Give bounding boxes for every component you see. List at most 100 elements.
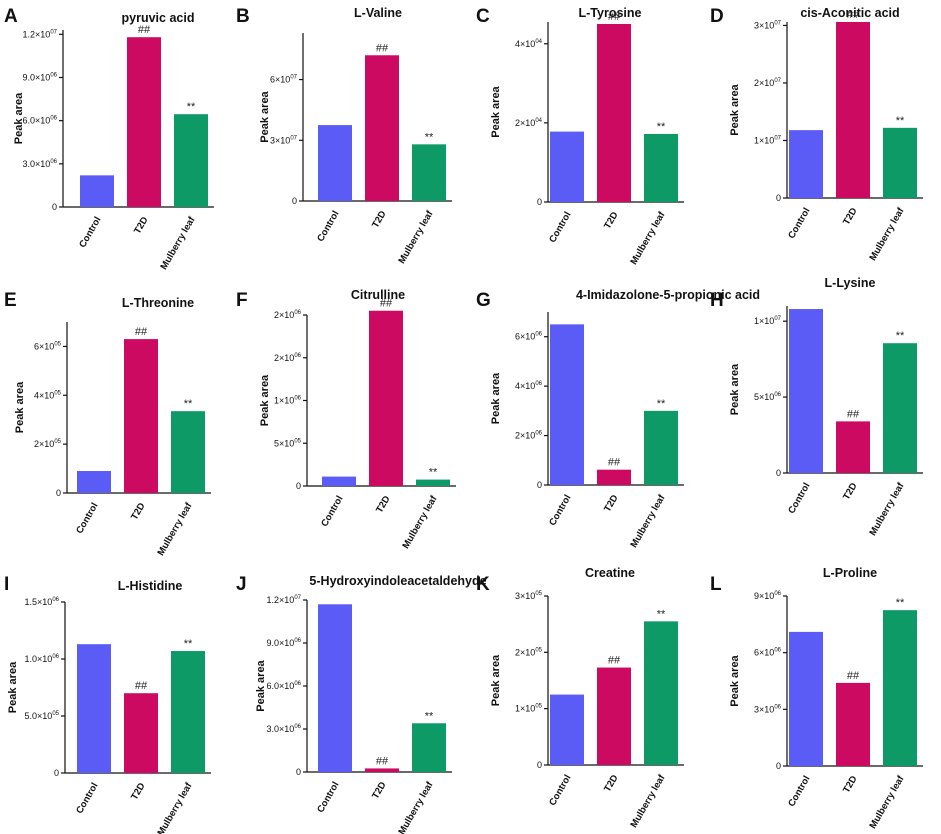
- tick-exponent: 06: [774, 392, 781, 398]
- significance-star: **: [896, 597, 905, 609]
- y-tick-label: 0: [776, 193, 781, 203]
- tick-exponent: 06: [52, 597, 59, 603]
- y-tick-label: 2×1005: [34, 439, 62, 449]
- y-tick-label: 0: [296, 481, 301, 491]
- tick-mantissa: 1×10: [754, 316, 774, 326]
- tick-exponent: 06: [50, 116, 57, 122]
- y-tick-label: 0: [537, 760, 542, 770]
- y-tick-label: 4×1004: [515, 39, 543, 49]
- y-tick-label: 1×1007: [754, 316, 782, 326]
- y-axis-label: Peak area: [490, 654, 502, 706]
- x-category-label: Control: [547, 773, 573, 808]
- tick-mantissa: 4×10: [515, 39, 535, 49]
- x-category-label: Control: [786, 481, 812, 516]
- bar-control: [789, 631, 823, 766]
- bar-t2d: [597, 667, 631, 765]
- bar-control: [318, 125, 352, 201]
- chart-panel-hydroxyindole: J 5-Hydroxyindoleacetaldehyde Peak area 0 3.…: [236, 574, 487, 834]
- significance-hash: ##: [608, 655, 621, 667]
- y-tick-label: 4×1005: [34, 390, 62, 400]
- significance-star: **: [184, 638, 193, 650]
- tick-mantissa: 4×10: [34, 390, 54, 400]
- x-category-label: T2D: [129, 781, 148, 802]
- x-category-label: Control: [547, 210, 573, 245]
- tick-mantissa: 4×10: [515, 381, 535, 391]
- tick-exponent: 07: [290, 75, 297, 81]
- y-tick-label: 2×1006: [274, 353, 302, 363]
- x-category-label: T2D: [841, 774, 860, 795]
- x-category-label: Control: [315, 209, 341, 244]
- x-category-label: Control: [786, 774, 812, 809]
- tick-mantissa: 0: [54, 768, 59, 778]
- x-category-label: Mulberry leaf: [401, 493, 441, 550]
- tick-exponent: 06: [774, 591, 781, 597]
- y-tick-label: 9.0×1006: [267, 638, 302, 648]
- y-tick-label: 1×1005: [515, 704, 543, 714]
- tick-mantissa: 3.0×10: [23, 159, 51, 169]
- panel-letter: C: [476, 6, 490, 27]
- y-tick-label: 0: [537, 480, 542, 490]
- bar-t2d: [597, 469, 631, 485]
- tick-mantissa: 2×10: [274, 353, 294, 363]
- x-category-label: Mulberry leaf: [397, 779, 437, 834]
- bar-control: [80, 175, 114, 207]
- x-category-label: T2D: [602, 210, 621, 231]
- y-axis-label: Peak area: [14, 381, 26, 433]
- bar-control: [77, 471, 111, 493]
- chart-title: Creatine: [585, 566, 635, 580]
- y-tick-label: 0: [776, 468, 781, 478]
- y-tick-label: 0: [776, 761, 781, 771]
- tick-exponent: 06: [294, 681, 301, 687]
- y-axis-label: Peak area: [729, 83, 741, 135]
- tick-mantissa: 5×10: [274, 438, 294, 448]
- significance-hash: ##: [376, 42, 389, 54]
- tick-exponent: 06: [535, 381, 542, 387]
- x-category-label: Control: [547, 493, 573, 528]
- y-tick-label: 6×1005: [34, 341, 62, 351]
- panel-letter: D: [710, 6, 724, 27]
- tick-mantissa: 0: [296, 481, 301, 491]
- y-tick-label: 2×1004: [515, 118, 543, 128]
- x-category-label: Mulberry leaf: [629, 209, 669, 266]
- y-tick-label: 1.2×1007: [267, 595, 302, 605]
- x-category-label: Control: [315, 780, 341, 815]
- significance-hash: ##: [608, 11, 621, 23]
- x-category-label: T2D: [132, 215, 151, 236]
- tick-mantissa: 0: [292, 196, 297, 206]
- significance-hash: ##: [608, 457, 621, 469]
- chart-title: 5-Hydroxyindoleacetaldehyde: [309, 574, 486, 588]
- y-tick-label: 9×1006: [754, 591, 782, 601]
- tick-mantissa: 6×10: [515, 332, 535, 342]
- chart-title: Citrulline: [351, 288, 405, 302]
- chart-title: L-Tyrosine: [579, 6, 642, 20]
- chart-title: 4-Imidazolone-5-propionic acid: [576, 288, 760, 302]
- tick-mantissa: 1×10: [515, 704, 535, 714]
- y-axis-label: Peak area: [255, 659, 267, 711]
- bar-control: [550, 131, 584, 202]
- tick-mantissa: 9.0×10: [267, 638, 295, 648]
- x-category-label: T2D: [374, 494, 393, 515]
- bar-t2d: [836, 682, 870, 766]
- bar-control: [318, 604, 352, 772]
- x-category-label: Control: [319, 494, 345, 529]
- significance-star: **: [184, 398, 193, 410]
- panel-letter: E: [4, 290, 17, 311]
- y-axis-label: Peak area: [13, 92, 25, 144]
- y-tick-label: 2×1006: [515, 431, 543, 441]
- y-tick-label: 9.0×1006: [23, 72, 58, 82]
- bar-mulberry-leaf: [412, 144, 446, 201]
- tick-mantissa: 2×10: [274, 310, 294, 320]
- tick-exponent: 04: [535, 39, 542, 45]
- tick-mantissa: 0: [776, 761, 781, 771]
- chart-title: L-Histidine: [118, 579, 183, 593]
- significance-hash: ##: [376, 755, 389, 767]
- chart-title: L-Valine: [354, 6, 402, 20]
- significance-star: **: [657, 608, 666, 620]
- y-tick-label: 2×1005: [515, 647, 543, 657]
- bar-control: [550, 694, 584, 765]
